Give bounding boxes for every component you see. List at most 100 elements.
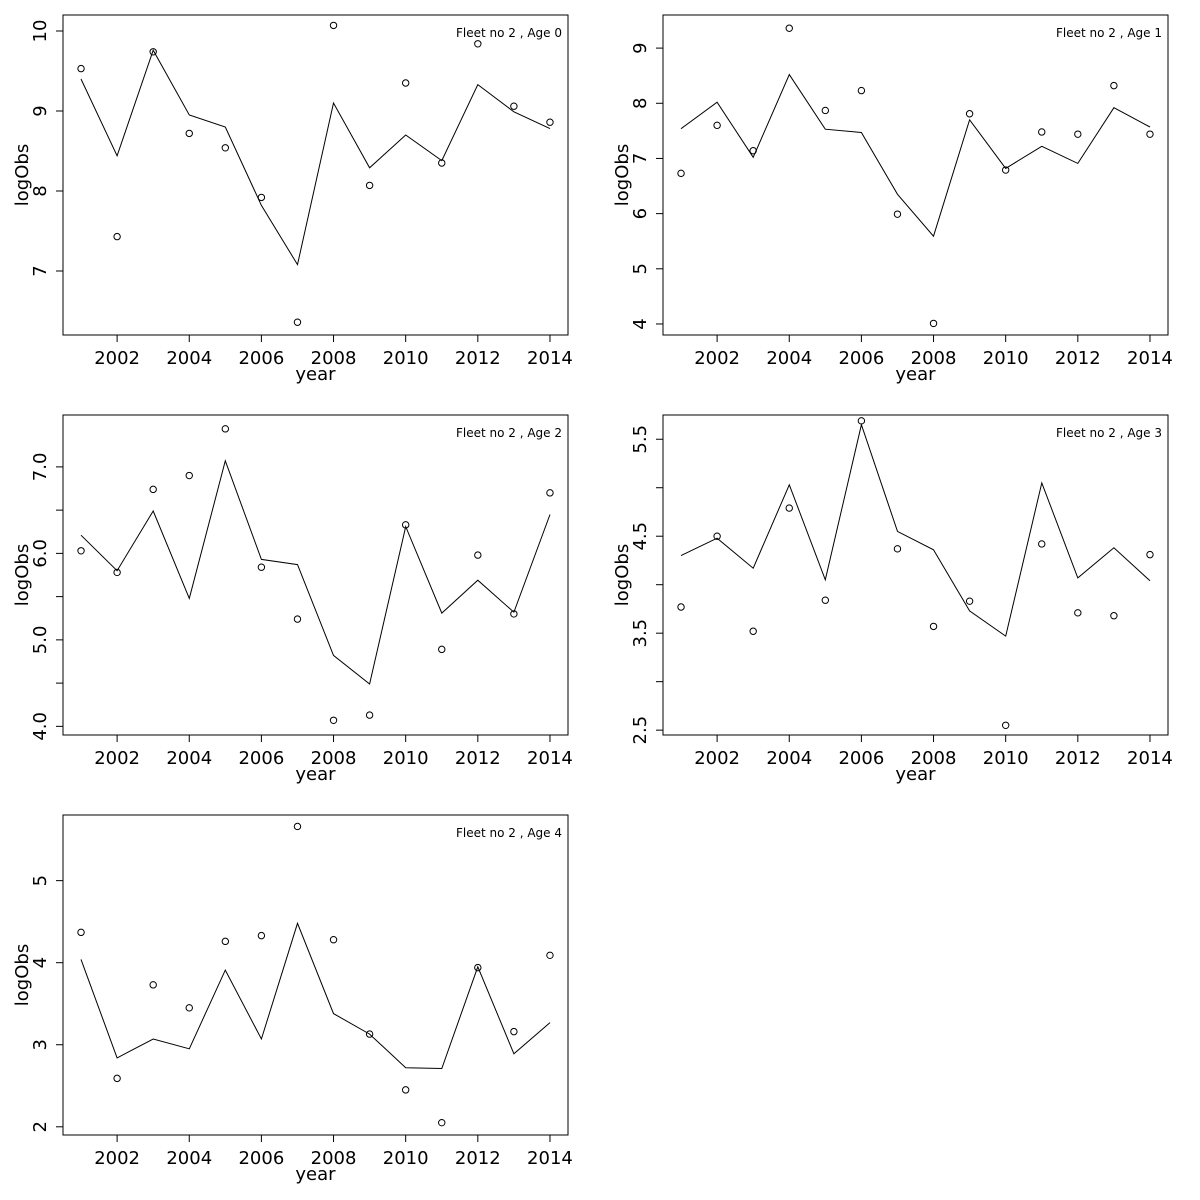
panel-title: Fleet no 2 , Age 4 xyxy=(456,826,562,840)
fitted-series-line xyxy=(80,48,551,266)
y-axis-title: logObs xyxy=(12,144,33,206)
panel-title: Fleet no 2 , Age 1 xyxy=(1056,26,1162,40)
observation-point xyxy=(474,963,482,972)
observation-point xyxy=(821,596,830,604)
observation-point xyxy=(546,489,554,497)
observation-point xyxy=(113,1074,121,1083)
y-tick-label: 3.5 xyxy=(630,619,651,648)
observation-point xyxy=(893,210,902,218)
observation-point xyxy=(1001,166,1010,174)
plot-frame xyxy=(62,14,569,336)
observation-point xyxy=(929,319,938,328)
panel-title: Fleet no 2 , Age 0 xyxy=(456,26,562,40)
x-tick-label: 2014 xyxy=(527,1148,573,1169)
x-tick-label: 2010 xyxy=(383,1148,429,1169)
observation-point xyxy=(257,193,266,202)
observation-point xyxy=(1146,550,1154,559)
y-tick-label: 4.5 xyxy=(630,522,651,551)
panel-2: 2002 2004 2006 2008 2010 2012 2014 4.0 5.0 6.0 7.0… xyxy=(12,414,573,785)
y-tick-label: 9 xyxy=(630,42,651,53)
x-tick-label: 2002 xyxy=(94,748,140,769)
observation-point xyxy=(365,711,374,719)
fitted-series-line xyxy=(80,921,551,1070)
x-tick-label: 2006 xyxy=(238,1148,284,1169)
x-tick-label: 2010 xyxy=(383,748,429,769)
observation-point xyxy=(149,981,157,989)
y-tick-label: 5.0 xyxy=(30,626,51,655)
observation-point xyxy=(1074,130,1082,138)
y-tick-label: 8 xyxy=(630,98,651,109)
observation-point xyxy=(293,318,302,326)
x-tick-label: 2002 xyxy=(694,748,740,769)
x-tick-label: 2010 xyxy=(383,348,429,369)
observation-point xyxy=(677,603,685,611)
x-tick-label: 2004 xyxy=(766,348,812,369)
x-tick-label: 2012 xyxy=(1055,348,1101,369)
x-axis-title: year xyxy=(295,364,336,385)
observation-point xyxy=(329,21,338,30)
panel-0: 2002 2004 2006 2008 2010 2012 2014 7 8 9 10 year log… xyxy=(12,14,573,385)
x-tick-label: 2012 xyxy=(455,748,501,769)
x-tick-label: 2002 xyxy=(94,1148,140,1169)
observation-point xyxy=(293,615,302,623)
x-tick-label: 2010 xyxy=(983,748,1029,769)
observation-point xyxy=(365,181,374,190)
observation-point xyxy=(929,622,938,631)
observation-point xyxy=(257,563,266,571)
observation-point xyxy=(546,951,554,960)
x-tick-label: 2004 xyxy=(766,748,812,769)
x-axis-title: year xyxy=(895,764,936,785)
y-tick-label: 7.0 xyxy=(30,453,51,482)
observation-point xyxy=(785,504,793,512)
panel-title: Fleet no 2 , Age 3 xyxy=(1056,426,1162,440)
x-tick-label: 2008 xyxy=(311,1148,357,1169)
x-axis-title: year xyxy=(295,764,336,785)
x-tick-label: 2006 xyxy=(238,748,284,769)
observation-point xyxy=(149,485,157,494)
y-tick-label: 5 xyxy=(630,263,651,274)
x-tick-label: 2012 xyxy=(455,1148,501,1169)
observation-point xyxy=(293,822,302,831)
x-tick-label: 2014 xyxy=(1127,348,1173,369)
observation-point xyxy=(77,547,85,555)
fitted-series-line xyxy=(680,422,1151,637)
x-tick-label: 2004 xyxy=(166,748,212,769)
observation-point xyxy=(1038,540,1046,548)
x-tick-label: 2014 xyxy=(527,748,573,769)
y-tick-label: 6 xyxy=(630,208,651,219)
observation-point xyxy=(113,568,121,577)
observation-point xyxy=(713,121,721,130)
y-tick-label: 2 xyxy=(30,1121,51,1132)
observation-point xyxy=(474,40,482,48)
y-tick-label: 2.5 xyxy=(630,716,651,745)
observation-point xyxy=(401,79,410,87)
x-tick-label: 2014 xyxy=(1127,748,1173,769)
y-tick-label: 8 xyxy=(30,185,51,196)
y-tick-label: 3 xyxy=(30,1039,51,1050)
observation-point xyxy=(749,147,757,155)
plot-frame xyxy=(662,14,1169,336)
observation-point xyxy=(857,417,866,425)
y-axis-title: logObs xyxy=(612,544,633,606)
observation-point xyxy=(113,232,121,241)
observation-point xyxy=(185,129,193,138)
x-axis-title: year xyxy=(895,364,936,385)
plot-frame xyxy=(62,814,569,1136)
observation-point xyxy=(365,1030,374,1038)
x-tick-label: 2008 xyxy=(311,348,357,369)
y-tick-label: 10 xyxy=(30,20,51,43)
observation-point xyxy=(257,931,266,940)
x-tick-label: 2014 xyxy=(527,348,573,369)
observation-point xyxy=(965,110,974,118)
y-tick-label: 9 xyxy=(30,105,51,116)
x-tick-label: 2008 xyxy=(911,748,957,769)
y-axis-title: logObs xyxy=(12,544,33,606)
observation-point xyxy=(221,937,230,946)
plot-frame xyxy=(662,414,1169,736)
observation-point xyxy=(510,102,518,110)
observation-point xyxy=(221,425,230,433)
x-tick-label: 2006 xyxy=(838,348,884,369)
observation-point xyxy=(438,1118,446,1127)
observation-point xyxy=(821,106,830,115)
